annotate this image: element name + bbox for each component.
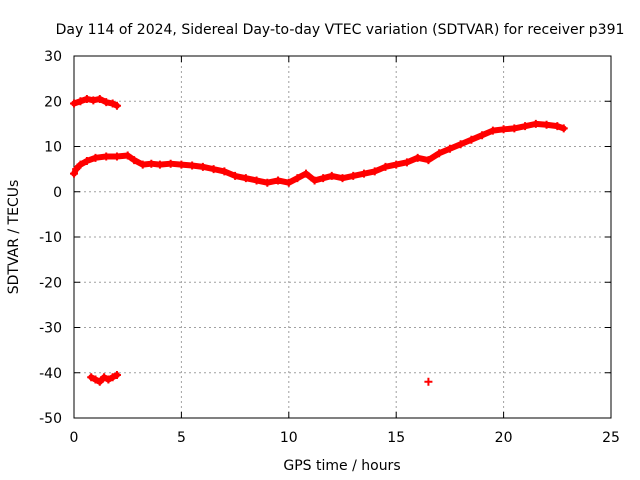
series-band	[71, 95, 120, 109]
y-tick-label: 0	[53, 185, 62, 201]
series-lower	[87, 371, 121, 386]
axis-ticks: 0 5 10 15 20 25 30 20 10 0 -10 -20 -30 -40 -50	[39, 49, 620, 446]
series-band	[71, 120, 567, 186]
series-upper	[70, 94, 121, 110]
y-axis-title: SDTVAR / TECUs	[6, 180, 22, 295]
y-tick-label: 20	[44, 94, 62, 110]
y-tick-label: -30	[39, 321, 62, 337]
y-tick-label: -20	[39, 275, 62, 291]
chart-title: Day 114 of 2024, Sidereal Day-to-day VTE…	[56, 22, 625, 38]
data-point	[424, 377, 433, 386]
y-tick-label: -40	[39, 366, 62, 382]
grid	[74, 56, 611, 418]
x-axis-title: GPS time / hours	[283, 458, 400, 474]
y-tick-label: -10	[39, 230, 62, 246]
x-tick-label: 5	[177, 430, 186, 446]
x-tick-label: 25	[602, 430, 620, 446]
x-tick-label: 15	[387, 430, 405, 446]
x-tick-label: 10	[280, 430, 298, 446]
x-tick-label: 0	[70, 430, 79, 446]
y-tick-label: 10	[44, 140, 62, 156]
y-tick-label: 30	[44, 49, 62, 65]
y-tick-label: -50	[39, 411, 62, 427]
series-band	[88, 372, 120, 385]
x-tick-label: 20	[495, 430, 513, 446]
series-isolated	[424, 377, 433, 386]
data-points	[70, 94, 568, 386]
series-main	[70, 119, 568, 187]
